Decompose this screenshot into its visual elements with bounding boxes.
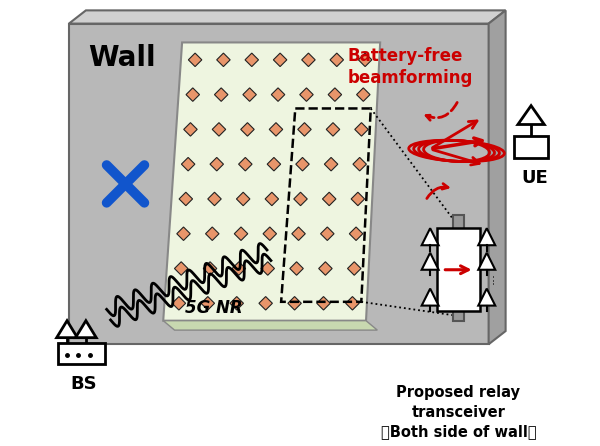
Polygon shape [163,42,380,321]
Polygon shape [322,192,336,206]
Polygon shape [241,123,254,136]
Polygon shape [478,289,495,306]
Polygon shape [239,157,252,171]
Text: Battery-free
beamforming: Battery-free beamforming [347,47,473,87]
Polygon shape [274,53,287,66]
Polygon shape [175,262,188,275]
Polygon shape [69,10,506,24]
Polygon shape [267,157,281,171]
Polygon shape [319,262,332,275]
FancyBboxPatch shape [58,343,105,364]
Text: 5G NR: 5G NR [185,299,242,317]
Polygon shape [302,53,315,66]
Polygon shape [328,88,341,101]
Polygon shape [181,157,195,171]
Polygon shape [201,297,215,310]
Polygon shape [186,88,200,101]
Polygon shape [356,88,370,101]
Polygon shape [478,228,495,245]
Polygon shape [261,262,274,275]
Polygon shape [69,24,488,344]
Text: ...: ... [427,272,440,284]
Polygon shape [358,53,372,66]
Polygon shape [188,53,202,66]
Polygon shape [320,227,334,240]
Polygon shape [259,297,272,310]
Polygon shape [478,253,495,270]
Text: BS: BS [71,375,97,392]
Polygon shape [56,321,77,338]
Polygon shape [76,321,96,338]
Polygon shape [210,157,223,171]
Polygon shape [236,192,250,206]
Polygon shape [230,297,244,310]
Polygon shape [212,123,226,136]
Polygon shape [184,123,197,136]
Polygon shape [422,253,439,270]
FancyBboxPatch shape [453,215,464,321]
Polygon shape [292,227,305,240]
Text: Wall: Wall [88,44,155,72]
Text: Proposed relay
transceiver
（Both side of wall）: Proposed relay transceiver （Both side of… [380,385,536,439]
FancyBboxPatch shape [514,136,548,158]
Polygon shape [296,157,309,171]
Polygon shape [179,192,193,206]
Polygon shape [290,262,304,275]
Polygon shape [353,157,367,171]
Polygon shape [422,289,439,306]
Polygon shape [269,123,283,136]
Polygon shape [263,227,277,240]
Polygon shape [214,88,228,101]
Polygon shape [422,228,439,245]
Polygon shape [347,262,361,275]
Polygon shape [208,192,221,206]
Polygon shape [288,297,301,310]
Polygon shape [217,53,230,66]
Polygon shape [349,227,363,240]
Polygon shape [234,227,248,240]
Text: UE: UE [521,169,548,187]
Polygon shape [172,297,185,310]
Polygon shape [232,262,245,275]
Polygon shape [330,53,344,66]
Polygon shape [317,297,330,310]
Polygon shape [518,106,544,124]
FancyBboxPatch shape [437,228,480,311]
Polygon shape [206,227,219,240]
Polygon shape [203,262,217,275]
Polygon shape [355,123,368,136]
Polygon shape [326,123,340,136]
Polygon shape [245,53,259,66]
Polygon shape [351,192,365,206]
Polygon shape [298,123,311,136]
Polygon shape [488,10,506,344]
Polygon shape [163,321,377,330]
Polygon shape [294,192,307,206]
Polygon shape [300,88,313,101]
Polygon shape [265,192,278,206]
Polygon shape [271,88,285,101]
Polygon shape [243,88,256,101]
Polygon shape [325,157,338,171]
Text: ...: ... [484,272,497,284]
Polygon shape [346,297,359,310]
Polygon shape [177,227,190,240]
